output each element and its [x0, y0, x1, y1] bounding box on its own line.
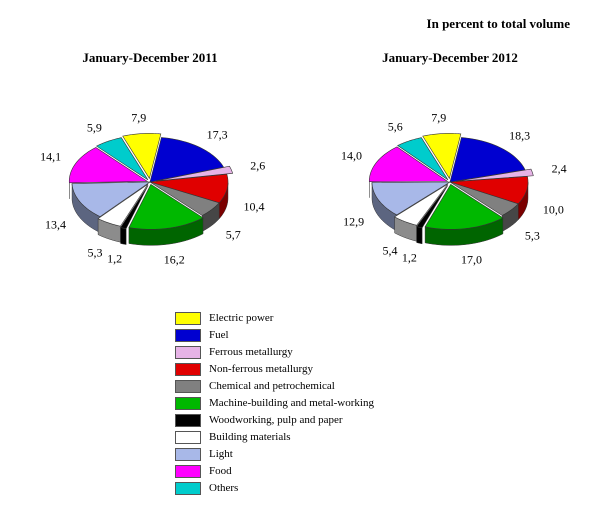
legend-swatch — [175, 431, 201, 444]
legend-item: Non-ferrous metallurgy — [175, 361, 374, 377]
pie-2012: 7,9 18,3 2,4 10,05,3 17,0 1,2 5,4 12,9 14,0 5,6 — [300, 72, 600, 292]
legend-label: Food — [209, 465, 232, 477]
slice-label: 16,2 — [164, 252, 185, 267]
chart-2012: January-December 2012 7,9 18,3 2,4 10,05,3 1… — [300, 50, 600, 292]
slice-label: 18,3 — [509, 129, 530, 144]
legend-swatch — [175, 482, 201, 495]
legend-item: Others — [175, 480, 374, 496]
legend-label: Ferrous metallurgy — [209, 346, 293, 358]
legend-item: Woodworking, pulp and paper — [175, 412, 374, 428]
slice-label: 5,7 — [226, 228, 241, 243]
legend-item: Light — [175, 446, 374, 462]
legend-label: Others — [209, 482, 238, 494]
legend: Electric power Fuel Ferrous metallurgy Non-… — [175, 310, 374, 497]
legend-label: Chemical and petrochemical — [209, 380, 335, 392]
page-header: In percent to total volume — [427, 16, 570, 32]
legend-item: Building materials — [175, 429, 374, 445]
slice-label: 2,4 — [552, 162, 567, 177]
slice-label: 7,9 — [431, 110, 446, 125]
legend-swatch — [175, 329, 201, 342]
slice-label: 5,4 — [383, 243, 398, 258]
legend-swatch — [175, 312, 201, 325]
legend-item: Electric power — [175, 310, 374, 326]
slice-label: 17,0 — [461, 252, 482, 267]
chart-2011: January-December 2011 7,9 17,3 2,6 10,45,7 1… — [0, 50, 300, 292]
legend-swatch — [175, 414, 201, 427]
slice-label: 2,6 — [250, 158, 265, 173]
slice-label: 5,3 — [87, 245, 102, 260]
legend-label: Woodworking, pulp and paper — [209, 414, 343, 426]
slice-label: 12,9 — [343, 215, 364, 230]
slice-label: 14,0 — [341, 148, 362, 163]
slice-label: 14,1 — [40, 150, 61, 165]
legend-label: Light — [209, 448, 233, 460]
legend-swatch — [175, 363, 201, 376]
legend-label: Machine-building and metal-working — [209, 397, 374, 409]
slice-label: 5,3 — [525, 228, 540, 243]
legend-swatch — [175, 448, 201, 461]
legend-label: Non-ferrous metallurgy — [209, 363, 313, 375]
slice-label: 17,3 — [207, 128, 228, 143]
legend-swatch — [175, 346, 201, 359]
slice-label: 10,4 — [244, 200, 265, 215]
slice-label: 7,9 — [131, 110, 146, 125]
legend-label: Electric power — [209, 312, 273, 324]
chart-title-2012: January-December 2012 — [300, 50, 600, 66]
slice-label: 10,0 — [543, 202, 564, 217]
slice-label: 1,2 — [107, 252, 122, 267]
slice-label: 5,6 — [388, 120, 403, 135]
chart-title-2011: January-December 2011 — [0, 50, 300, 66]
legend-swatch — [175, 380, 201, 393]
legend-swatch — [175, 397, 201, 410]
slice-label: 5,9 — [87, 120, 102, 135]
legend-item: Food — [175, 463, 374, 479]
charts-container: January-December 2011 7,9 17,3 2,6 10,45,7 1… — [0, 50, 600, 300]
pie-2011: 7,9 17,3 2,6 10,45,7 16,2 1,2 5,3 13,4 14,1 5,9 — [0, 72, 300, 292]
legend-label: Fuel — [209, 329, 229, 341]
legend-item: Fuel — [175, 327, 374, 343]
legend-item: Chemical and petrochemical — [175, 378, 374, 394]
slice-label: 1,2 — [402, 250, 417, 265]
legend-swatch — [175, 465, 201, 478]
legend-item: Ferrous metallurgy — [175, 344, 374, 360]
slice-label: 13,4 — [45, 217, 66, 232]
legend-label: Building materials — [209, 431, 291, 443]
legend-item: Machine-building and metal-working — [175, 395, 374, 411]
